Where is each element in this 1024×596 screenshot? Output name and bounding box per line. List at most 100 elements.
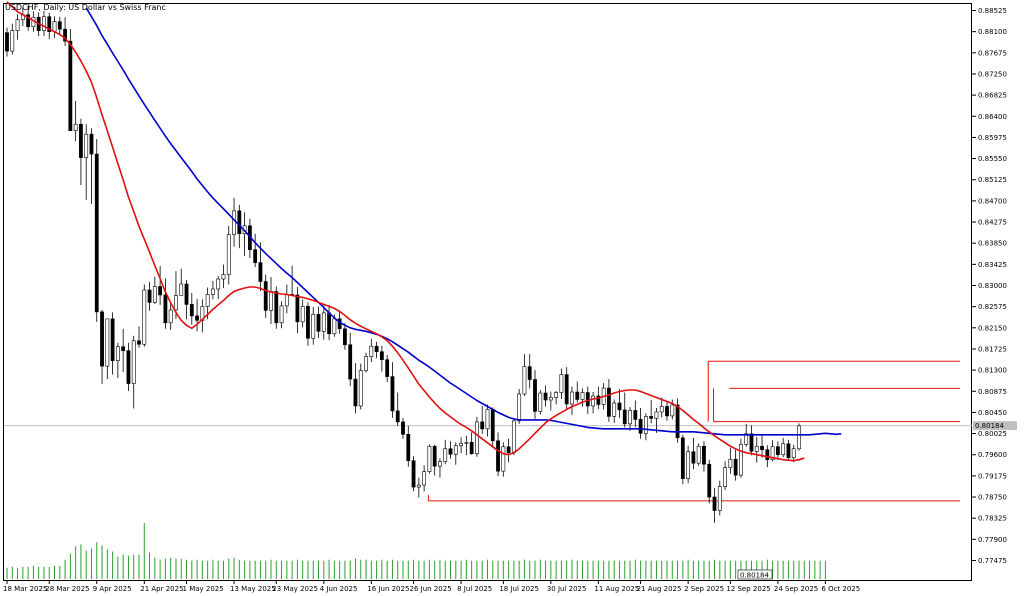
candle-body-bull [84, 133, 89, 158]
candle [105, 318, 110, 380]
candle [321, 305, 326, 340]
price-axis-label: 0.77900 [978, 536, 1007, 544]
candle-body-bull [522, 366, 527, 395]
candle [168, 301, 173, 330]
time-axis-label: 2 Sep 2025 [684, 585, 724, 593]
price-axis-label: 0.82150 [978, 324, 1007, 332]
candle-body-bear [749, 433, 754, 452]
candle-body-bear [506, 446, 511, 454]
candle [369, 338, 374, 363]
candle [47, 12, 52, 40]
candle-body-bear [401, 421, 405, 435]
candle-body-bear [343, 328, 347, 346]
candle [643, 413, 648, 441]
candle-body-bear [68, 40, 73, 132]
candle [100, 309, 104, 385]
candle [622, 392, 627, 428]
candle [179, 268, 184, 296]
candle [226, 225, 231, 285]
candle [42, 10, 46, 37]
candle-body-bull [717, 486, 722, 511]
time-axis-label: 9 Apr 2025 [93, 585, 132, 593]
candle [401, 417, 405, 439]
candle-body-bull [538, 392, 543, 412]
candle-body-bull [501, 446, 506, 472]
candle-body-bull [52, 21, 57, 32]
candle-body-bull [211, 288, 215, 295]
candle-body-bull [686, 451, 691, 479]
candle-body-bull [142, 289, 147, 345]
candle-body-bull [612, 402, 617, 417]
candle [654, 407, 659, 433]
candle-body-bear [712, 496, 717, 511]
candle-body-bull [364, 356, 368, 371]
candle [115, 342, 120, 379]
candle [353, 363, 358, 414]
candle [390, 362, 395, 418]
candle-body-bear [147, 289, 152, 303]
volume-value-box-frame [737, 569, 773, 580]
candle [5, 27, 9, 57]
candle-body-bull [232, 210, 236, 236]
candle [559, 368, 564, 399]
candle-body-bull [422, 471, 427, 486]
candle [728, 447, 733, 474]
candle-body-bear [379, 351, 384, 360]
candle-body-bull [643, 416, 648, 434]
candle [416, 477, 421, 498]
candle-body-bull [791, 448, 796, 459]
candle [131, 335, 136, 409]
candle [258, 242, 263, 291]
candle [221, 264, 226, 288]
candle-body-bear [665, 406, 669, 417]
candle-body-bull [485, 409, 490, 430]
price-axis-label: 0.80875 [978, 388, 1007, 396]
candle [110, 312, 115, 375]
candle [73, 100, 78, 142]
candle-body-bull [131, 340, 136, 384]
candle-body-bear [189, 304, 194, 317]
candle [343, 322, 347, 350]
candle [184, 280, 189, 320]
candle-body-bear [26, 14, 31, 27]
price-axis-label: 0.80450 [978, 409, 1007, 417]
candle [443, 439, 448, 465]
candle-body-bear [638, 419, 643, 434]
candle [137, 326, 141, 348]
candle [575, 381, 580, 403]
candle-body-bull [670, 404, 675, 417]
candle-body-bear [100, 311, 104, 367]
price-axis-label: 0.81725 [978, 345, 1007, 353]
candle [612, 399, 617, 423]
current-price-label-text: 0.80184 [975, 422, 1004, 430]
candle [797, 423, 801, 451]
candle-body-bull [659, 406, 664, 413]
price-axis-label: 0.79600 [978, 451, 1007, 459]
candle-body-bear [649, 416, 654, 419]
candle [786, 439, 791, 460]
candle [295, 286, 300, 334]
candle-body-bear [411, 460, 416, 488]
candle-body-bull [216, 278, 221, 290]
price-axis-label: 0.80025 [978, 430, 1007, 438]
candle [580, 388, 585, 407]
volume-value-box: 0.80184 [737, 569, 773, 580]
time-axis-label: 11 Aug 2025 [594, 585, 639, 593]
candle [680, 434, 685, 485]
candle [89, 128, 94, 204]
candle-body-bull [321, 312, 326, 332]
candle-body-bear [733, 458, 738, 476]
candle-body-bear [137, 340, 141, 345]
candle [232, 197, 236, 247]
price-axis-label: 0.86400 [978, 113, 1007, 121]
candle [554, 391, 559, 405]
candle [649, 399, 654, 424]
time-axis-label: 12 Sep 2025 [726, 585, 770, 593]
candle [564, 367, 569, 409]
candle-body-bull [226, 234, 231, 275]
candle-body-bull [221, 274, 226, 280]
candle-body-bull [115, 346, 120, 361]
candle-body-bull [10, 30, 15, 52]
candle-body-bear [263, 281, 268, 311]
